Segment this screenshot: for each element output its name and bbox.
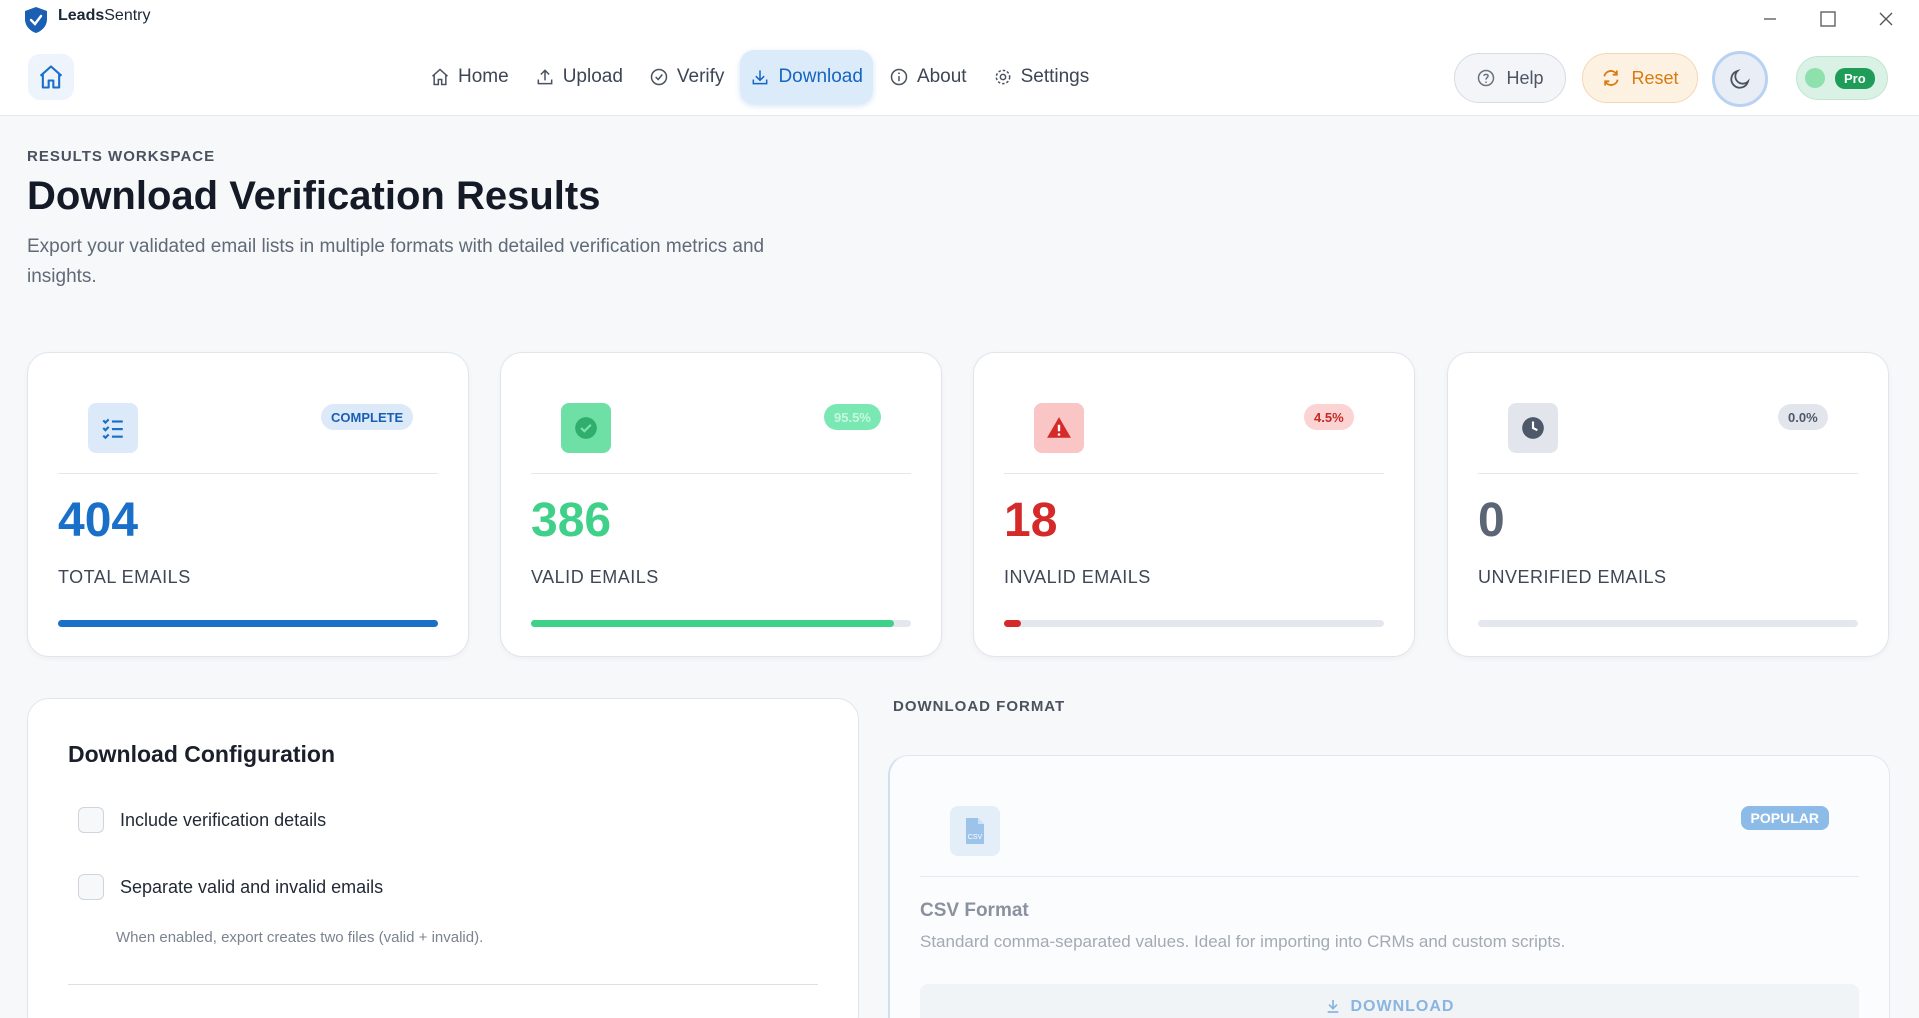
- list-check-icon: [88, 403, 138, 453]
- nav-download-label: Download: [778, 66, 863, 87]
- csv-format-description: Standard comma-separated values. Ideal f…: [920, 932, 1566, 951]
- minimize-button[interactable]: [1750, 4, 1790, 34]
- progress-fill: [58, 620, 438, 627]
- upload-icon: [537, 69, 553, 85]
- stat-value: 404: [58, 494, 139, 547]
- csv-icon-text: CSV: [968, 834, 983, 841]
- progress-track: [58, 620, 438, 627]
- download-icon: [1327, 1000, 1338, 1013]
- stat-card-unverified: 0.0% 0 UNVERIFIED EMAILS: [1447, 352, 1889, 657]
- page-subtitle: Export your validated email lists in mul…: [27, 236, 765, 287]
- maximize-icon: [1820, 11, 1836, 27]
- include-details-checkbox[interactable]: [78, 807, 104, 833]
- stat-label: TOTAL EMAILS: [58, 567, 191, 587]
- stat-value: 386: [531, 494, 612, 547]
- toggle-knob: [1805, 68, 1825, 88]
- progress-track: [1004, 620, 1384, 627]
- config-title: Download Configuration: [68, 741, 336, 767]
- progress-fill: [531, 620, 894, 627]
- warning-icon: [1034, 403, 1084, 453]
- app-title-bold: Leads: [58, 7, 105, 24]
- percentage-badge: 95.5%: [824, 404, 881, 430]
- stat-card-valid: 95.5% 386 VALID EMAILS: [500, 352, 942, 657]
- clock-icon: [1508, 403, 1558, 453]
- progress-track: [531, 620, 911, 627]
- divider: [68, 984, 818, 985]
- top-navbar: Home Upload Verify Download About Settin…: [0, 38, 1919, 116]
- help-button[interactable]: Help: [1454, 53, 1566, 103]
- status-badge: COMPLETE: [321, 404, 414, 430]
- divider: [531, 473, 911, 474]
- download-icon: [753, 70, 768, 85]
- separate-emails-label: Separate valid and invalid emails: [120, 876, 384, 897]
- shield-logo-icon: [25, 7, 47, 33]
- nav-about[interactable]: About: [879, 50, 977, 104]
- close-icon: [1879, 12, 1893, 26]
- help-label: Help: [1506, 67, 1544, 88]
- reset-label: Reset: [1631, 67, 1679, 88]
- pro-badge: Pro: [1835, 67, 1875, 89]
- app-title: LeadsSentry: [58, 7, 151, 25]
- percentage-badge: 4.5%: [1304, 404, 1354, 430]
- stat-card-total: COMPLETE 404 TOTAL EMAILS: [27, 352, 469, 657]
- csv-format-title: CSV Format: [920, 900, 1029, 921]
- csv-download-label: DOWNLOAD: [1350, 998, 1455, 1015]
- reset-button[interactable]: Reset: [1582, 53, 1698, 103]
- pro-toggle[interactable]: Pro: [1796, 56, 1888, 100]
- home-icon: [39, 65, 63, 89]
- progress-track: [1478, 620, 1858, 627]
- nav-settings[interactable]: Settings: [983, 50, 1100, 104]
- home-icon: [432, 68, 448, 86]
- stat-label: INVALID EMAILS: [1004, 567, 1151, 587]
- progress-fill: [1004, 620, 1022, 627]
- nav-download[interactable]: Download: [740, 50, 873, 104]
- nav-verify-label: Verify: [676, 66, 725, 87]
- close-button[interactable]: [1866, 4, 1906, 34]
- percentage-badge: 0.0%: [1778, 404, 1828, 430]
- info-icon: [890, 68, 908, 86]
- stat-label: UNVERIFIED EMAILS: [1478, 567, 1667, 587]
- stat-value: 18: [1004, 494, 1058, 547]
- csv-file-icon: CSV: [950, 806, 1000, 856]
- page-title: Download Verification Results: [27, 174, 601, 218]
- separate-emails-option[interactable]: Separate valid and invalid emails: [78, 874, 383, 900]
- nav-about-label: About: [916, 66, 967, 87]
- check-circle-icon: [561, 403, 611, 453]
- maximize-button[interactable]: [1808, 4, 1848, 34]
- refresh-icon: [1603, 70, 1620, 86]
- nav-upload-label: Upload: [562, 66, 623, 87]
- separate-emails-hint: When enabled, export creates two files (…: [116, 929, 484, 946]
- csv-format-card[interactable]: CSV POPULAR CSV Format Standard comma-se…: [888, 755, 1890, 1018]
- nav-links: Home Upload Verify Download About Settin…: [420, 50, 1099, 104]
- stat-value: 0: [1478, 494, 1505, 547]
- nav-home[interactable]: Home: [420, 50, 519, 104]
- download-configuration-panel: Download Configuration Include verificat…: [27, 698, 859, 1018]
- question-circle-icon: [1478, 69, 1495, 87]
- stat-card-invalid: 4.5% 18 INVALID EMAILS: [973, 352, 1415, 657]
- moon-icon: [1730, 69, 1750, 89]
- divider: [58, 473, 438, 474]
- popular-badge: POPULAR: [1740, 806, 1829, 830]
- nav-upload[interactable]: Upload: [525, 50, 633, 104]
- divider: [1004, 473, 1384, 474]
- include-details-option[interactable]: Include verification details: [78, 807, 326, 833]
- include-details-label: Include verification details: [120, 809, 327, 830]
- check-circle-icon: [650, 68, 668, 86]
- title-bar: LeadsSentry: [0, 0, 1919, 38]
- dark-mode-toggle[interactable]: [1712, 51, 1768, 107]
- home-logo-button[interactable]: [28, 54, 74, 100]
- page-eyebrow: RESULTS WORKSPACE: [27, 148, 216, 165]
- minimize-icon: [1764, 18, 1776, 20]
- gear-icon: [995, 69, 1011, 85]
- csv-download-button[interactable]: DOWNLOAD: [920, 984, 1859, 1018]
- nav-verify[interactable]: Verify: [639, 50, 735, 104]
- nav-settings-label: Settings: [1020, 66, 1090, 87]
- stat-label: VALID EMAILS: [531, 567, 659, 587]
- separate-emails-checkbox[interactable]: [78, 874, 104, 900]
- divider: [1478, 473, 1858, 474]
- download-format-heading: DOWNLOAD FORMAT: [893, 698, 1066, 715]
- nav-home-label: Home: [458, 66, 509, 87]
- divider: [920, 876, 1859, 877]
- app-title-light: Sentry: [104, 7, 151, 24]
